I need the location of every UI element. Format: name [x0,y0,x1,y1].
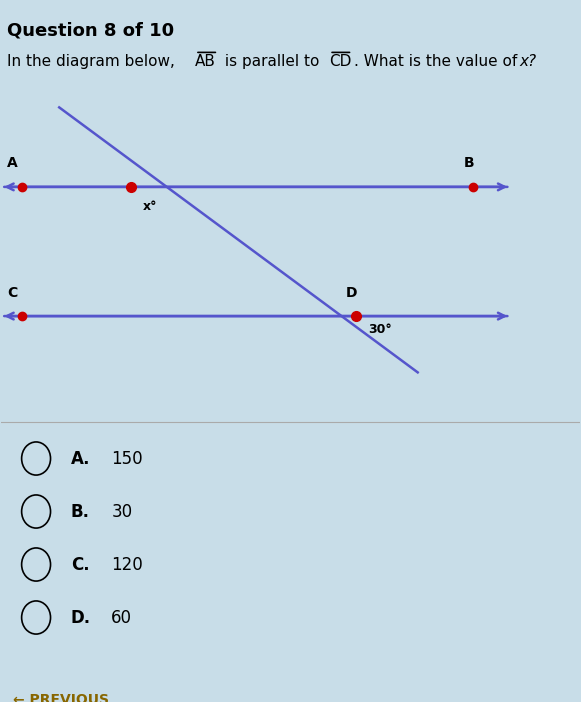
Text: 150: 150 [111,449,143,468]
Text: is parallel to: is parallel to [220,54,324,69]
Text: ← PREVIOUS: ← PREVIOUS [13,694,109,702]
Text: 30°: 30° [368,323,392,336]
Text: D.: D. [71,609,91,626]
Text: A.: A. [71,449,90,468]
Text: CD: CD [329,54,352,69]
Text: 120: 120 [111,555,143,574]
Text: B.: B. [71,503,90,520]
Text: A: A [7,157,18,171]
Text: C.: C. [71,555,89,574]
Text: AB: AB [195,54,216,69]
Text: x?: x? [519,54,536,69]
Text: 60: 60 [111,609,132,626]
Text: Question 8 of 10: Question 8 of 10 [7,21,174,39]
Text: 30: 30 [111,503,132,520]
Text: B: B [464,157,475,171]
Text: In the diagram below,: In the diagram below, [7,54,180,69]
Text: D: D [346,286,357,300]
Text: . What is the value of: . What is the value of [354,54,522,69]
Text: C: C [7,286,17,300]
Text: x°: x° [143,200,157,213]
